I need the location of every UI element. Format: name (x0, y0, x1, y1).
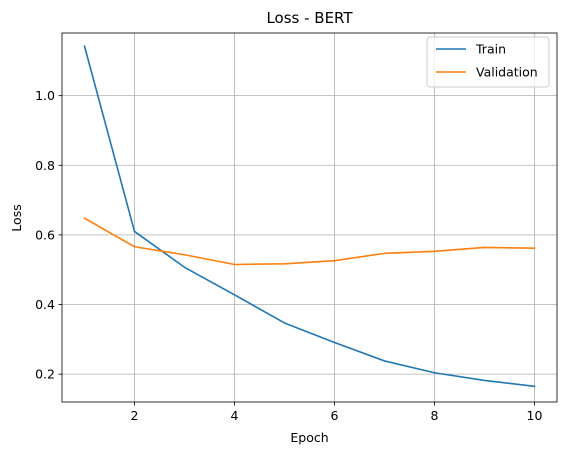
series-line-validation (83, 217, 536, 266)
y-tick-label: 1.0 (35, 88, 55, 103)
y-tick-label: 0.6 (35, 227, 55, 242)
plot-area-frame (61, 32, 558, 403)
x-tick-label: 4 (231, 408, 239, 423)
y-axis-label: Loss (9, 204, 24, 231)
x-tick-label: 2 (131, 408, 139, 423)
x-tick-label: 10 (527, 408, 543, 423)
series-line-train (83, 45, 536, 388)
grid-lines (62, 33, 557, 402)
x-axis-label: Epoch (290, 430, 328, 445)
chart-title: Loss - BERT (266, 9, 353, 27)
x-tick-label: 6 (331, 408, 339, 423)
y-tick-label: 0.4 (35, 297, 55, 312)
y-tick-label: 0.2 (35, 367, 55, 382)
x-tick-label: 8 (431, 408, 439, 423)
x-axis-ticks: 2 4 6 8 10 (131, 402, 543, 423)
legend-label-train: Train (475, 42, 506, 57)
legend-label-validation: Validation (476, 65, 538, 80)
y-axis-ticks: 0.2 0.4 0.6 0.8 1.0 (35, 88, 62, 382)
legend: Train Validation (426, 36, 550, 88)
series-lines (83, 45, 536, 388)
y-tick-label: 0.8 (35, 158, 55, 173)
